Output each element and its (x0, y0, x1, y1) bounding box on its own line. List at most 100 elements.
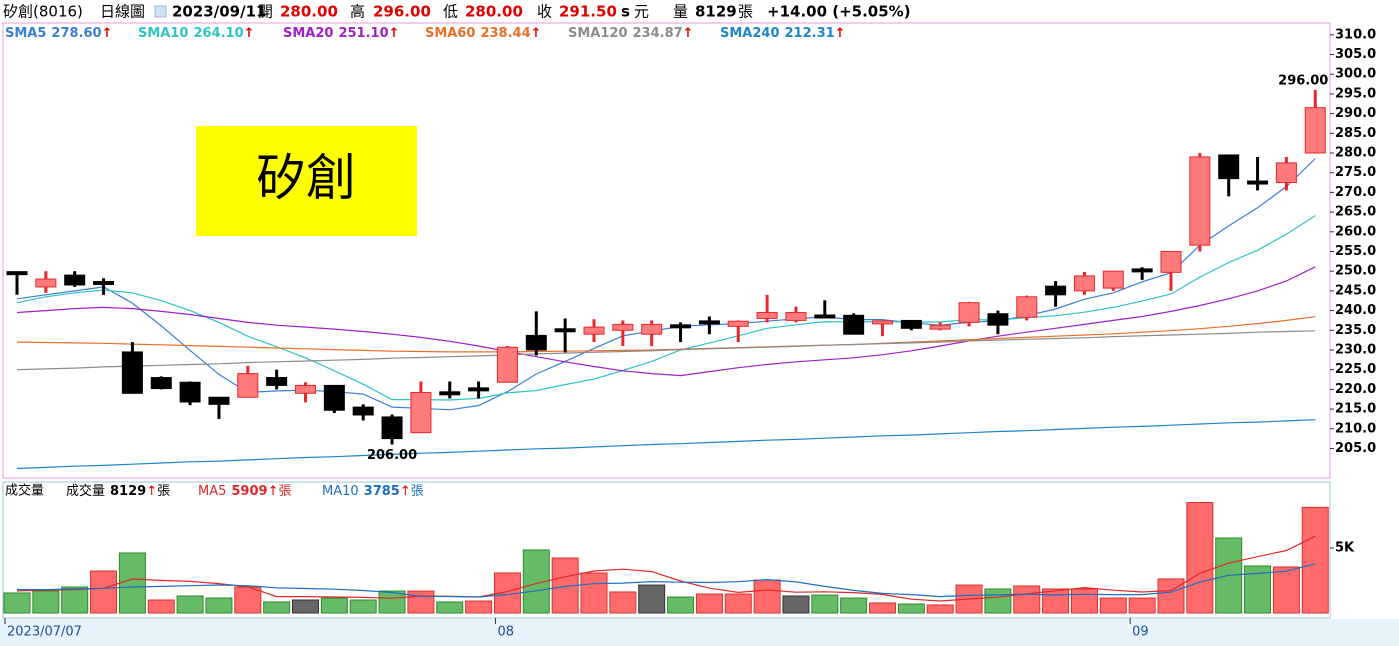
candle-body (266, 377, 288, 386)
volume-bar (263, 601, 291, 614)
ma-line (16, 215, 1316, 401)
candle-body (1247, 180, 1269, 185)
legend-value: 212.31 (785, 26, 835, 41)
volume-bar (205, 597, 233, 614)
candle-body (698, 320, 720, 325)
volume-bar (378, 590, 406, 614)
y-tick-label: 240.0 (1335, 303, 1376, 318)
y-tick-label: 215.0 (1335, 402, 1376, 417)
y-tick-label: 220.0 (1335, 382, 1376, 397)
y-tick-label: 280.0 (1335, 146, 1376, 161)
candle-body (1218, 154, 1240, 180)
y-tick-label: 310.0 (1335, 27, 1376, 42)
y-tick-label: 260.0 (1335, 224, 1376, 239)
candle-body (843, 314, 865, 335)
volume-value: 8129 (695, 3, 737, 21)
candle-body (958, 302, 980, 323)
volume-bar (897, 603, 925, 614)
legend-arrow: ↑ (835, 26, 846, 41)
y-tick-label: 205.0 (1335, 441, 1376, 456)
candle-body (1275, 162, 1297, 184)
candle-body (179, 381, 201, 403)
legend-value: 234.87 (633, 26, 683, 41)
candle-body (468, 387, 490, 392)
candle-body (929, 324, 951, 330)
candle-body (872, 320, 893, 325)
y-tick-label: 210.0 (1335, 421, 1376, 436)
y-tick-label: 300.0 (1335, 67, 1376, 82)
candle-body (237, 373, 259, 398)
candle-body (1073, 275, 1095, 292)
legend-entry: SMA60 238.44↑ (425, 26, 542, 41)
volume-bar (869, 602, 896, 614)
volume-bar (292, 599, 319, 614)
volume-label: 量 (673, 3, 688, 21)
volume-bar (90, 570, 118, 614)
ma-line (16, 158, 1316, 411)
candle-body (756, 312, 778, 319)
volume-bar (609, 591, 637, 614)
candle-body (1160, 250, 1182, 273)
ma-line (16, 419, 1316, 470)
volume-bar (1013, 585, 1041, 614)
volume-bar (436, 601, 464, 614)
candle-body (1045, 285, 1067, 296)
y-tick-label: 235.0 (1335, 323, 1376, 338)
volume-bar (811, 594, 839, 614)
candle-body (727, 320, 749, 327)
close-label: 收 (537, 3, 552, 21)
legend-value: 3785 (364, 484, 400, 499)
legend-entry: 成交量 8129↑張 (66, 483, 170, 499)
s-mark: s (621, 3, 630, 21)
y-tick-label: 270.0 (1335, 185, 1376, 200)
legend-value: 8129 (110, 484, 146, 499)
volume-bar (1070, 588, 1098, 614)
legend-entry: MA10 3785↑張 (322, 484, 424, 499)
label-box-text: 矽創 (256, 149, 356, 207)
y-tick-label: 295.0 (1335, 86, 1376, 101)
candle-body (612, 323, 634, 331)
legend-name: MA10 (322, 484, 359, 499)
legend-value: 5909 (231, 484, 267, 499)
legend-name: SMA5 (5, 26, 46, 41)
volume-bar (1301, 506, 1329, 614)
legend-name: SMA60 (425, 26, 475, 41)
high-value: 296.00 (373, 3, 431, 21)
y-tick-label: 245.0 (1335, 283, 1376, 298)
volume-bar (984, 588, 1012, 614)
low-value: 280.00 (465, 3, 523, 21)
volume-bar (147, 599, 175, 614)
ma-line (16, 330, 1316, 371)
volume-bar (1157, 578, 1185, 614)
volume-bar (1272, 566, 1300, 614)
price-panel (2, 22, 1331, 479)
candle-body (35, 278, 57, 288)
volume-bar (320, 597, 348, 614)
candle-body (1102, 270, 1124, 289)
volume-bar (61, 586, 89, 614)
volume-title: 成交量 (5, 483, 44, 499)
volume-bar (407, 590, 435, 614)
volume-bar (753, 579, 781, 614)
candle-body (295, 384, 316, 394)
candle-body (121, 351, 143, 394)
legend-entry: SMA120 234.87↑ (568, 26, 694, 41)
candle-body (1131, 268, 1153, 273)
candle-body (381, 416, 403, 440)
volume-bar (1186, 502, 1214, 614)
legend-value: 264.10 (193, 26, 243, 41)
candle-body (900, 319, 922, 329)
legend-name: MA5 (198, 484, 226, 499)
volume-panel (2, 481, 1331, 619)
high-label: 高 (350, 3, 365, 21)
y-tick-label: 230.0 (1335, 342, 1376, 357)
legend-value: 251.10 (338, 26, 388, 41)
volume-bar (1099, 597, 1127, 614)
period: 日線圖 (100, 3, 145, 21)
candle-body (352, 406, 374, 416)
candle-body (814, 314, 836, 319)
candle-body (583, 326, 605, 335)
volume-bar (1128, 597, 1156, 614)
